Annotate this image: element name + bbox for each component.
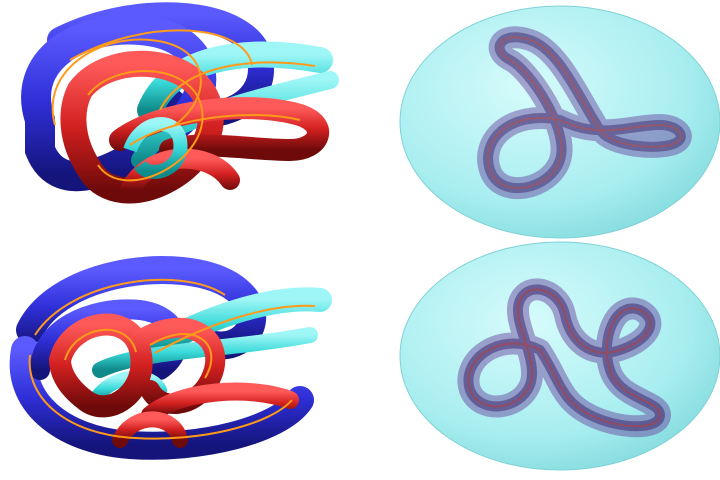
tube-tangle-top-graphic: [21, 2, 339, 204]
tube-tangle-top: [0, 0, 360, 240]
ellipsoid-knot-bottom: [360, 240, 720, 480]
tube-tangle-bottom: [0, 240, 360, 480]
tube-tangle-bottom-graphic: [9, 256, 332, 460]
ellipsoid-knot-top-graphic: [399, 5, 720, 239]
ellipsoid-knot-top: [360, 0, 720, 240]
ellipsoid-knot-bottom-graphic: [399, 241, 720, 471]
